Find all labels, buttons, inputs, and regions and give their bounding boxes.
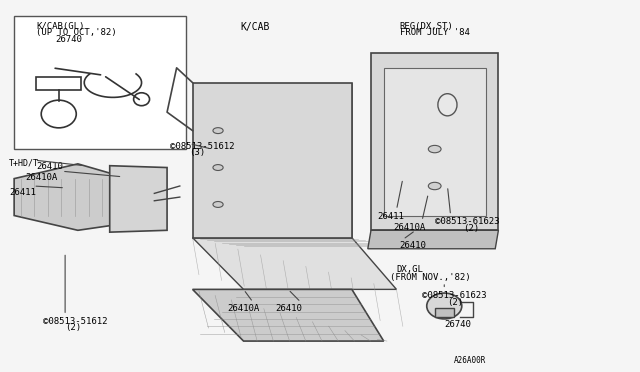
Text: (3): (3): [189, 148, 205, 157]
Polygon shape: [193, 289, 384, 341]
Text: 26410A: 26410A: [26, 173, 58, 182]
Circle shape: [213, 202, 223, 208]
Circle shape: [428, 182, 441, 190]
Circle shape: [213, 164, 223, 170]
Text: ©08513-61623: ©08513-61623: [435, 217, 499, 227]
Text: (2): (2): [447, 298, 463, 307]
Text: K/CAB: K/CAB: [241, 22, 269, 32]
Ellipse shape: [427, 293, 462, 319]
Circle shape: [428, 145, 441, 153]
Text: ©08513-61623: ©08513-61623: [422, 291, 486, 300]
Text: (FROM NOV.,'82): (FROM NOV.,'82): [390, 273, 470, 282]
Bar: [384, 68, 486, 215]
Polygon shape: [368, 230, 499, 249]
Text: REG(DX,ST): REG(DX,ST): [399, 22, 453, 31]
Bar: [36, 77, 81, 90]
Bar: [435, 308, 454, 317]
Text: (UP TO OCT,'82): (UP TO OCT,'82): [36, 28, 117, 37]
Polygon shape: [109, 166, 167, 232]
Text: 26410: 26410: [275, 304, 302, 313]
Text: (2): (2): [65, 323, 81, 332]
Text: DX,GL: DX,GL: [396, 265, 423, 275]
Text: (2): (2): [463, 224, 479, 232]
Polygon shape: [193, 83, 352, 238]
Bar: [371, 53, 499, 230]
Text: ©08513-51612: ©08513-51612: [170, 142, 235, 151]
Text: 26411: 26411: [9, 188, 36, 197]
Text: 26410A: 26410A: [228, 304, 260, 313]
Text: FROM JULY '84: FROM JULY '84: [399, 28, 470, 37]
Text: ©08513-51612: ©08513-51612: [43, 317, 108, 326]
Text: T+HD/T: T+HD/T: [9, 158, 39, 167]
Text: K/CAB(GL): K/CAB(GL): [36, 22, 85, 31]
Circle shape: [213, 128, 223, 134]
Bar: [14, 16, 186, 149]
Ellipse shape: [438, 94, 457, 116]
Text: 26410: 26410: [36, 162, 63, 171]
Text: 26740: 26740: [56, 35, 83, 44]
Text: A26A00R: A26A00R: [454, 356, 486, 365]
Text: 26411: 26411: [378, 212, 404, 221]
Text: 26740: 26740: [444, 320, 471, 328]
Text: 26410: 26410: [399, 241, 426, 250]
Polygon shape: [14, 164, 129, 230]
Polygon shape: [193, 238, 396, 289]
Text: 26410A: 26410A: [394, 223, 426, 232]
